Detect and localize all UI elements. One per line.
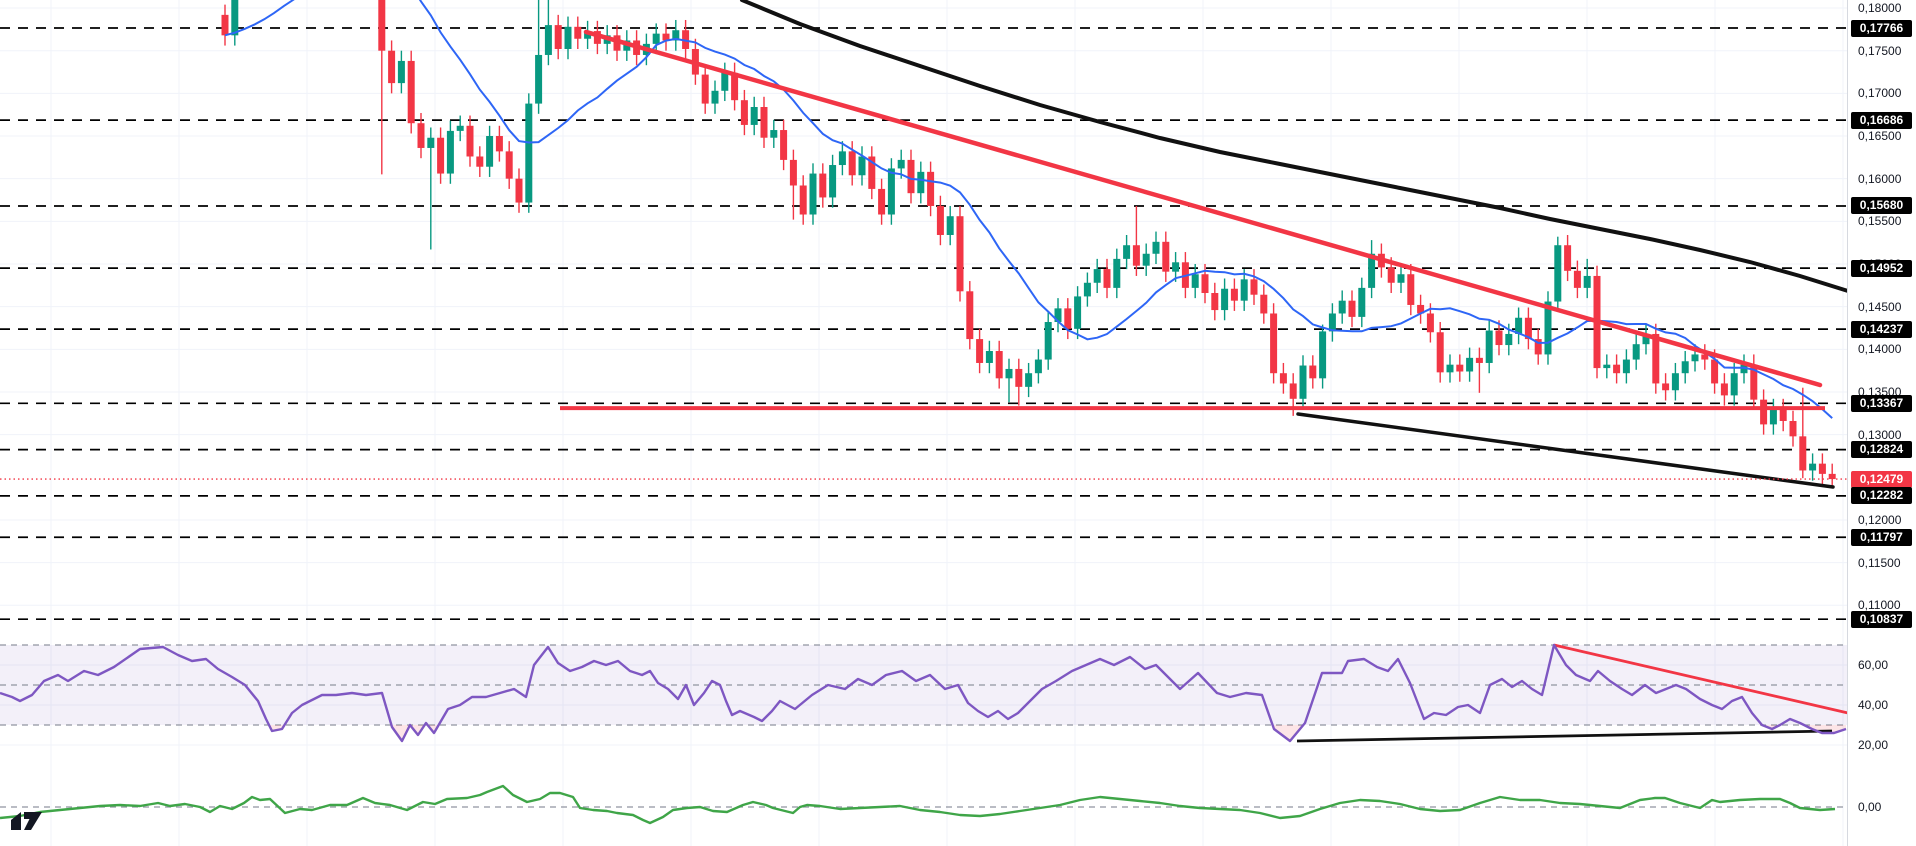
candlestick-series[interactable]: [221, 0, 1836, 487]
oscillator-line[interactable]: [0, 784, 1836, 825]
price-axis[interactable]: 0,18000 0,17500 0,17000 0,16500 0,16000 0,155…: [1847, 0, 1916, 846]
price-level-lines[interactable]: [0, 27, 1848, 621]
black-ma-line[interactable]: [740, 0, 1850, 293]
price-level-badge: 0,16686: [1851, 111, 1912, 129]
rsi-axis-label: 60,00: [1858, 658, 1889, 672]
price-axis-label: 0,16500: [1858, 129, 1902, 143]
blue-ma-line[interactable]: [224, 0, 1833, 419]
price-axis-label: 0,18000: [1858, 1, 1902, 16]
price-axis-label: 0,15500: [1858, 214, 1902, 229]
price-axis-label: 0,12000: [1858, 512, 1902, 527]
price-axis-label: 0,17500: [1858, 43, 1902, 58]
rsi-oversold-fill: [269, 725, 1846, 741]
current-price-badge: 0,12479: [1851, 470, 1912, 488]
price-level-badge: 0,10837: [1851, 610, 1912, 628]
lower-support-trendline[interactable]: [1296, 412, 1835, 489]
rsi-support-trendline[interactable]: [1296, 729, 1833, 743]
price-axis-label: 0,17000: [1858, 86, 1902, 101]
price-level-badge: 0,14952: [1851, 259, 1912, 277]
tradingview-logo-icon[interactable]: [10, 808, 46, 834]
oscillator-axis-label: 0,00: [1858, 800, 1882, 814]
price-level-badge: 0,17766: [1851, 19, 1912, 37]
price-level-badge: 0,12824: [1851, 441, 1912, 459]
price-axis-label: 0,13000: [1858, 427, 1902, 442]
price-level-badge: 0,13367: [1851, 394, 1912, 412]
price-level-badge: 0,11797: [1851, 528, 1912, 546]
price-axis-label: 0,11000: [1858, 598, 1901, 613]
price-axis-label: 0,14500: [1858, 299, 1902, 314]
rsi-axis-label: 20,00: [1858, 738, 1889, 752]
rsi-axis-label: 40,00: [1858, 698, 1889, 712]
resistance-trendline[interactable]: [583, 29, 1823, 388]
price-axis-label: 0,11500: [1858, 555, 1901, 570]
rsi-band: [0, 644, 1848, 808]
rsi-resistance-trendline[interactable]: [1553, 643, 1849, 715]
price-axis-label: 0,16000: [1858, 171, 1902, 186]
price-axis-label: 0,14000: [1858, 342, 1902, 357]
price-level-badge: 0,14237: [1851, 320, 1912, 338]
price-level-badge: 0,12282: [1851, 487, 1912, 505]
price-level-badge: 0,15680: [1851, 197, 1912, 215]
rsi-line[interactable]: [0, 643, 1847, 743]
